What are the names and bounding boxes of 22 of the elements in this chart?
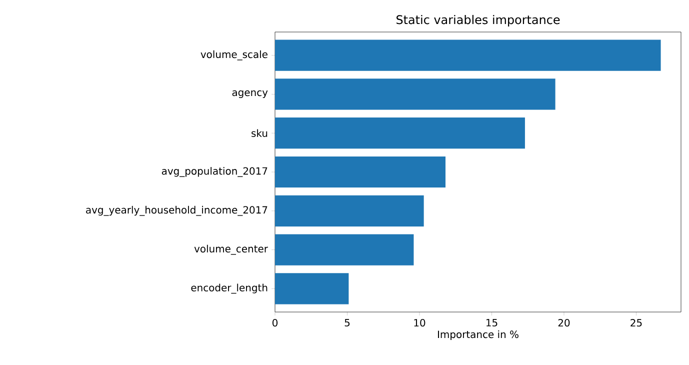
x-axis-title: Importance in % [438, 330, 518, 340]
y-tick-label: sku [252, 129, 268, 137]
x-tick-label: 25 [630, 319, 642, 327]
y-tick-label: encoder_length [191, 284, 268, 294]
bar [275, 195, 424, 226]
y-tick-label: agency [232, 90, 268, 98]
x-tick-label: 0 [272, 319, 278, 327]
x-tick-label: 10 [414, 319, 426, 327]
bar [275, 40, 661, 71]
chart-title: Static variables importance [396, 14, 560, 27]
bar [275, 156, 446, 188]
bar [275, 273, 349, 304]
y-tick-label: volume_center [194, 244, 268, 255]
x-tick-label: 20 [558, 319, 570, 327]
bar [275, 234, 414, 266]
bar [275, 78, 556, 110]
y-tick-label: avg_population_2017 [162, 167, 268, 177]
x-tick-label: 5 [344, 319, 350, 326]
x-tick-label: 15 [486, 319, 498, 326]
y-tick-label: avg_yearly_household_income_2017 [86, 206, 268, 216]
bar [275, 118, 525, 149]
y-tick-label: volume_scale [200, 50, 268, 60]
